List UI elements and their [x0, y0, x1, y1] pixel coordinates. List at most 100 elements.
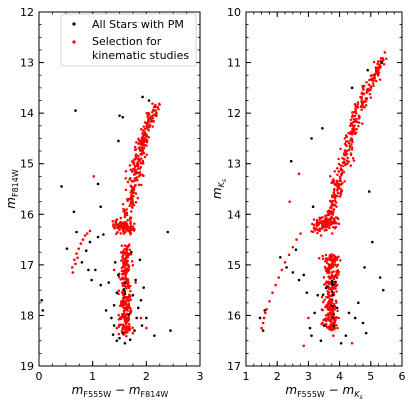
cloud-star [143, 155, 147, 159]
cloud-star [347, 141, 351, 145]
cloud-star [124, 260, 127, 263]
cloud-star [123, 215, 127, 219]
cloud-star [129, 197, 133, 201]
cloud-star [330, 308, 334, 312]
point-all-stars [99, 205, 103, 208]
cloud-star [152, 109, 156, 112]
point-selection [260, 326, 263, 330]
cloud-star [331, 316, 335, 319]
cloud-star [117, 289, 121, 293]
cloud-star [126, 263, 130, 267]
cloud-star [128, 248, 132, 252]
cloud-star [130, 260, 134, 263]
cloud-star [379, 57, 383, 60]
point-all-stars [258, 316, 262, 320]
point-selection [344, 162, 348, 166]
cloud-star [339, 193, 343, 196]
cloud-star [137, 183, 141, 187]
cloud-star [334, 280, 337, 284]
point-selection [332, 334, 335, 337]
y-tick-label: 12 [227, 107, 241, 120]
point-all-stars [115, 291, 119, 294]
cloud-star [121, 313, 125, 316]
point-all-stars [123, 341, 127, 345]
cmd-density-right [310, 56, 388, 332]
cloud-star [335, 265, 338, 268]
cloud-star [147, 111, 150, 115]
cloud-star [127, 322, 131, 326]
cloud-star [369, 88, 372, 92]
point-all-stars [378, 276, 382, 279]
cloud-star [142, 125, 146, 128]
cloud-star [375, 71, 379, 75]
cloud-star [134, 200, 138, 204]
cloud-star [125, 208, 128, 211]
cloud-star [151, 117, 155, 120]
point-all-stars [41, 309, 45, 312]
cloud-star [321, 254, 324, 258]
cloud-star [329, 323, 332, 326]
cloud-star [321, 257, 325, 261]
cloud-star [118, 222, 122, 225]
point-all-stars [339, 341, 343, 345]
point-selection [383, 51, 387, 54]
point-selection [128, 218, 132, 221]
cloud-star [332, 291, 335, 295]
cloud-star [316, 228, 320, 232]
cloud-star [112, 225, 115, 228]
point-all-stars [313, 311, 316, 315]
cloud-star [132, 158, 136, 161]
cloud-star [126, 218, 129, 222]
cloud-star [141, 140, 145, 144]
cloud-star [341, 181, 344, 185]
cloud-star [382, 58, 385, 62]
cloud-star [382, 63, 386, 66]
cloud-star [337, 273, 340, 276]
cloud-star [326, 220, 329, 223]
y-tick-label: 10 [227, 6, 241, 19]
point-all-stars [366, 68, 369, 72]
cloud-star [143, 138, 146, 142]
cloud-star [131, 191, 135, 195]
cloud-star [125, 211, 129, 215]
point-selection [262, 316, 266, 320]
cloud-star [351, 157, 355, 160]
cloud-star [127, 296, 130, 299]
cloud-star [327, 286, 331, 290]
cloud-star [361, 103, 364, 106]
cloud-star [334, 255, 337, 258]
cloud-star [342, 170, 346, 174]
cloud-star [333, 219, 336, 223]
cloud-star [129, 168, 133, 171]
point-all-stars [72, 210, 76, 214]
cloud-star [124, 188, 128, 192]
cloud-star [344, 151, 348, 154]
y-tick-label: 13 [227, 158, 241, 171]
cloud-star [336, 167, 339, 170]
cloud-star [122, 254, 125, 257]
cloud-star [129, 289, 132, 293]
point-selection [280, 268, 284, 272]
cloud-star [333, 170, 337, 173]
cloud-star [311, 230, 315, 234]
cloud-star [114, 221, 118, 224]
cloud-star [329, 221, 332, 224]
cloud-star [120, 330, 124, 333]
cloud-star [339, 190, 343, 194]
cloud-star [331, 221, 334, 225]
x-tick-label: 2 [274, 370, 281, 383]
cloud-star [137, 154, 140, 158]
cloud-star [130, 193, 133, 197]
point-selection [287, 253, 291, 257]
point-all-stars [138, 258, 142, 262]
cloud-star [122, 270, 126, 274]
cloud-star [323, 265, 327, 269]
cloud-star [124, 325, 128, 329]
cloud-star [348, 145, 352, 149]
y-tick-label: 15 [227, 259, 241, 272]
cloud-star [327, 268, 331, 271]
cloud-star [121, 293, 125, 296]
cloud-star [333, 305, 337, 309]
cloud-star [126, 225, 130, 229]
x-tick-label: 2 [143, 370, 150, 383]
